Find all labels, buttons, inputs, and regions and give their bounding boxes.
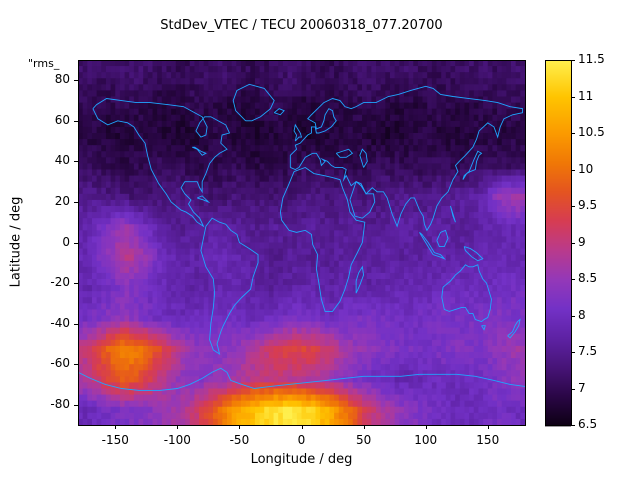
y-tick-label: -20	[50, 275, 70, 290]
y-tick-label: 20	[54, 193, 70, 208]
colorbar-tick-label: 10	[578, 161, 594, 176]
corner-label: "rms_	[28, 57, 60, 70]
colorbar-tick-label: 11	[578, 88, 594, 103]
y-tick-label: -40	[50, 315, 70, 330]
y-tick-label: 40	[54, 153, 70, 168]
x-tick-label: 100	[414, 433, 438, 447]
x-tick-label: 50	[355, 433, 372, 447]
plot-title: StdDev_VTEC / TECU 20060318_077.20700	[160, 18, 443, 33]
x-tick-label: 0	[297, 433, 306, 447]
x-tick-label: -150	[101, 433, 129, 447]
y-tick-label: 0	[62, 234, 70, 249]
y-axis-title: Latitude / deg	[8, 196, 24, 288]
colorbar-tick-label: 8	[578, 307, 586, 322]
y-tick-label: 60	[54, 112, 70, 127]
colorbar-tick-label: 9	[578, 234, 586, 249]
x-tick-label: -100	[163, 433, 191, 447]
colorbar-tick-label: 11.5	[578, 52, 605, 66]
y-tick-label: -80	[50, 396, 70, 411]
colorbar-tick-label: 9.5	[578, 198, 598, 212]
colorbar-tick-label: 6.5	[578, 417, 598, 431]
x-tick-label: -50	[229, 433, 250, 447]
y-tick-label: 80	[54, 72, 70, 87]
colorbar-tick-label: 8.5	[578, 271, 598, 285]
colorbar-tick-label: 7.5	[578, 344, 598, 358]
y-tick-label: -60	[50, 356, 70, 371]
colorbar-tick-label: 7	[578, 380, 586, 395]
x-tick-label: 150	[476, 433, 500, 447]
x-axis-title: Longitude / deg	[250, 452, 353, 467]
colorbar-tick-label: 10.5	[578, 125, 605, 139]
